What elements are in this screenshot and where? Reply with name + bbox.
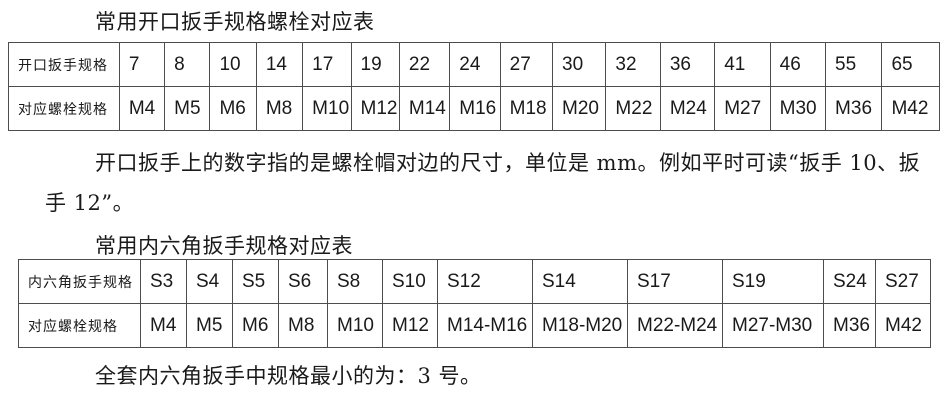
row-label: 对应螺栓规格	[8, 86, 120, 131]
bolt-size-cell: M18	[499, 86, 554, 131]
open-end-note: 开口扳手上的数字指的是螺栓帽对边的尺寸，单位是 mm。例如平时可读“扳手 10、…	[45, 143, 921, 223]
hex-bolt-cell: M5	[186, 303, 233, 348]
hex-bolt-cell: M27-M30	[722, 303, 824, 348]
wrench-size-cell: 24	[449, 42, 501, 87]
wrench-size-cell: 10	[209, 42, 257, 87]
bolt-size-cell: M10	[302, 86, 352, 131]
open-end-wrench-table: 开口扳手规格 7 8 10 14 17 19 22 24 27 30 32 36…	[8, 42, 940, 131]
hex-size-cell: S10	[382, 259, 438, 304]
hex-wrench-size-row: 内六角扳手规格 S3 S4 S5 S6 S8 S10 S12 S14 S17 S…	[18, 259, 931, 304]
note-line-2: 手 12”。	[45, 191, 135, 215]
bolt-size-cell: M20	[552, 86, 607, 131]
hex-bolt-cell: M6	[232, 303, 279, 348]
hex-size-cell: S8	[327, 259, 383, 304]
hex-bolt-cell: M10	[327, 303, 383, 348]
hex-size-cell: S5	[232, 259, 279, 304]
wrench-size-cell: 14	[255, 42, 304, 87]
row-label: 开口扳手规格	[8, 42, 120, 87]
hex-size-cell: S24	[823, 259, 876, 304]
row-label: 内六角扳手规格	[18, 259, 141, 304]
wrench-size-cell: 65	[881, 42, 940, 87]
wrench-size-cell: 32	[605, 42, 661, 87]
open-end-bolt-size-row: 对应螺栓规格 M4 M5 M6 M8 M10 M12 M14 M16 M18 M…	[8, 86, 940, 131]
hex-note: 全套内六角扳手中规格最小的为：3 号。	[95, 364, 482, 388]
wrench-size-cell: 17	[302, 42, 352, 87]
open-end-table-title: 常用开口扳手规格螺栓对应表	[95, 10, 375, 34]
hex-table-title: 常用内六角扳手规格对应表	[95, 234, 353, 258]
hex-wrench-table: 内六角扳手规格 S3 S4 S5 S6 S8 S10 S12 S14 S17 S…	[18, 259, 931, 348]
hex-bolt-cell: M14-M16	[437, 303, 533, 348]
wrench-size-cell: 55	[825, 42, 883, 87]
wrench-size-cell: 36	[659, 42, 716, 87]
bolt-size-cell: M4	[118, 86, 166, 131]
open-end-wrench-size-row: 开口扳手规格 7 8 10 14 17 19 22 24 27 30 32 36…	[8, 42, 940, 87]
bolt-size-cell: M27	[714, 86, 771, 131]
hex-size-cell: S27	[875, 259, 931, 304]
wrench-size-cell: 7	[118, 42, 166, 87]
hex-size-cell: S4	[186, 259, 233, 304]
hex-size-cell: S6	[278, 259, 328, 304]
bolt-size-cell: M6	[209, 86, 257, 131]
wrench-size-cell: 41	[714, 42, 771, 87]
hex-bolt-size-row: 对应螺栓规格 M4 M5 M6 M8 M10 M12 M14-M16 M18-M…	[18, 303, 931, 348]
hex-size-cell: S12	[437, 259, 533, 304]
bolt-size-cell: M36	[825, 86, 883, 131]
hex-bolt-cell: M4	[140, 303, 187, 348]
hex-bolt-cell: M8	[278, 303, 328, 348]
hex-bolt-cell: M22-M24	[627, 303, 723, 348]
hex-size-cell: S19	[722, 259, 824, 304]
wrench-size-cell: 22	[398, 42, 451, 87]
hex-bolt-cell: M42	[875, 303, 931, 348]
bolt-size-cell: M42	[881, 86, 940, 131]
bolt-size-cell: M5	[164, 86, 211, 131]
hex-size-cell: S3	[140, 259, 187, 304]
hex-size-cell: S17	[627, 259, 723, 304]
bolt-size-cell: M22	[605, 86, 661, 131]
hex-bolt-cell: M18-M20	[532, 303, 628, 348]
wrench-size-cell: 8	[164, 42, 211, 87]
hex-bolt-cell: M12	[382, 303, 438, 348]
bolt-size-cell: M12	[350, 86, 400, 131]
note-line-1: 开口扳手上的数字指的是螺栓帽对边的尺寸，单位是 mm。例如平时可读“扳手 10、…	[95, 151, 921, 175]
wrench-size-cell: 19	[350, 42, 400, 87]
wrench-size-cell: 27	[499, 42, 554, 87]
hex-bolt-cell: M36	[823, 303, 876, 348]
bolt-size-cell: M30	[769, 86, 827, 131]
bolt-size-cell: M8	[255, 86, 304, 131]
wrench-size-cell: 46	[769, 42, 827, 87]
bolt-size-cell: M14	[398, 86, 451, 131]
row-label: 对应螺栓规格	[18, 303, 141, 348]
hex-size-cell: S14	[532, 259, 628, 304]
bolt-size-cell: M16	[449, 86, 501, 131]
wrench-size-cell: 30	[552, 42, 607, 87]
bolt-size-cell: M24	[659, 86, 716, 131]
